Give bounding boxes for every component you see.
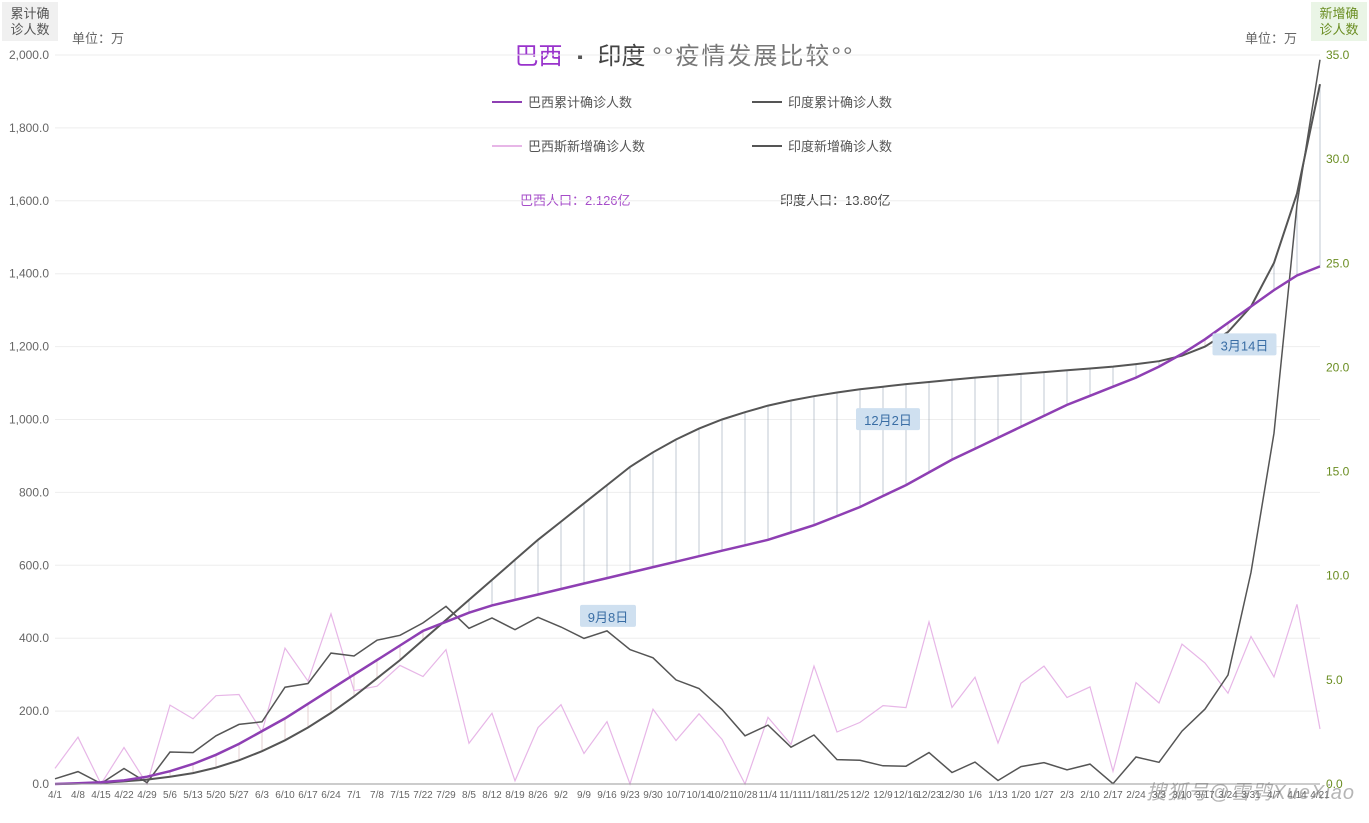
svg-text:1/20: 1/20 (1011, 790, 1031, 801)
svg-text:10/14: 10/14 (686, 790, 711, 801)
svg-text:5/20: 5/20 (206, 790, 226, 801)
svg-text:7/22: 7/22 (413, 790, 433, 801)
svg-text:4/15: 4/15 (91, 790, 111, 801)
svg-text:8/5: 8/5 (462, 790, 476, 801)
svg-text:4/21: 4/21 (1310, 790, 1330, 801)
svg-text:3/31: 3/31 (1241, 790, 1261, 801)
svg-text:3/3: 3/3 (1152, 790, 1166, 801)
svg-text:3/17: 3/17 (1195, 790, 1215, 801)
svg-text:2,000.0: 2,000.0 (9, 48, 49, 62)
svg-text:8/19: 8/19 (505, 790, 525, 801)
svg-text:400.0: 400.0 (19, 631, 49, 645)
svg-text:4/22: 4/22 (114, 790, 134, 801)
svg-text:4/29: 4/29 (137, 790, 157, 801)
svg-text:6/3: 6/3 (255, 790, 269, 801)
svg-text:4/7: 4/7 (1267, 790, 1281, 801)
svg-text:12/30: 12/30 (939, 790, 964, 801)
svg-text:4/1: 4/1 (48, 790, 62, 801)
svg-text:9/23: 9/23 (620, 790, 640, 801)
svg-text:5/6: 5/6 (163, 790, 177, 801)
svg-text:35.0: 35.0 (1326, 48, 1350, 62)
svg-text:30.0: 30.0 (1326, 152, 1350, 166)
svg-text:10/7: 10/7 (666, 790, 686, 801)
svg-text:0.0: 0.0 (1326, 777, 1343, 791)
svg-text:3/24: 3/24 (1218, 790, 1238, 801)
svg-text:4/8: 4/8 (71, 790, 85, 801)
svg-text:200.0: 200.0 (19, 704, 49, 718)
svg-text:2/10: 2/10 (1080, 790, 1100, 801)
svg-text:9/2: 9/2 (554, 790, 568, 801)
svg-text:5/27: 5/27 (229, 790, 249, 801)
svg-text:12/23: 12/23 (916, 790, 941, 801)
svg-text:10.0: 10.0 (1326, 569, 1350, 583)
svg-text:9月8日: 9月8日 (588, 610, 628, 625)
chart-container: 累计确诊人数 新增确诊人数 单位：万 单位：万 巴西 ▪ 印度 °°疫情发展比较… (0, 0, 1369, 823)
svg-text:3月14日: 3月14日 (1221, 338, 1269, 353)
svg-text:10/21: 10/21 (709, 790, 734, 801)
svg-text:6/17: 6/17 (298, 790, 318, 801)
svg-text:11/18: 11/18 (802, 790, 827, 801)
svg-text:1,600.0: 1,600.0 (9, 194, 49, 208)
svg-text:1,000.0: 1,000.0 (9, 413, 49, 427)
svg-text:5.0: 5.0 (1326, 673, 1343, 687)
svg-text:11/4: 11/4 (759, 790, 778, 801)
svg-text:0.0: 0.0 (32, 777, 49, 791)
svg-text:12/9: 12/9 (873, 790, 893, 801)
svg-text:9/30: 9/30 (643, 790, 663, 801)
svg-text:2/3: 2/3 (1060, 790, 1074, 801)
svg-text:5/13: 5/13 (183, 790, 203, 801)
svg-text:7/1: 7/1 (347, 790, 361, 801)
svg-text:6/24: 6/24 (321, 790, 341, 801)
svg-text:20.0: 20.0 (1326, 360, 1350, 374)
svg-text:7/8: 7/8 (370, 790, 384, 801)
chart-svg: 0.0 200.0 400.0 600.0 800.0 1,000.0 1,200.0 1,4… (0, 0, 1369, 823)
svg-text:12/2: 12/2 (850, 790, 870, 801)
svg-text:3/10: 3/10 (1172, 790, 1192, 801)
svg-text:7/29: 7/29 (436, 790, 456, 801)
svg-text:25.0: 25.0 (1326, 256, 1350, 270)
svg-text:9/16: 9/16 (597, 790, 617, 801)
svg-text:8/12: 8/12 (482, 790, 502, 801)
svg-text:1/13: 1/13 (988, 790, 1008, 801)
svg-text:1/6: 1/6 (968, 790, 982, 801)
svg-text:600.0: 600.0 (19, 558, 49, 572)
svg-text:12/16: 12/16 (893, 790, 918, 801)
svg-text:10/28: 10/28 (732, 790, 757, 801)
svg-text:1,800.0: 1,800.0 (9, 121, 49, 135)
svg-text:1,200.0: 1,200.0 (9, 340, 49, 354)
svg-text:1/27: 1/27 (1034, 790, 1054, 801)
svg-text:8/26: 8/26 (528, 790, 548, 801)
svg-text:1,400.0: 1,400.0 (9, 267, 49, 281)
svg-text:11/25: 11/25 (825, 790, 850, 801)
svg-text:2/17: 2/17 (1103, 790, 1123, 801)
svg-text:800.0: 800.0 (19, 485, 49, 499)
svg-text:11/11: 11/11 (779, 790, 803, 801)
svg-text:2/24: 2/24 (1126, 790, 1146, 801)
svg-text:6/10: 6/10 (275, 790, 295, 801)
svg-text:12月2日: 12月2日 (864, 413, 912, 428)
svg-text:7/15: 7/15 (390, 790, 410, 801)
svg-text:9/9: 9/9 (577, 790, 591, 801)
svg-text:4/14: 4/14 (1287, 790, 1307, 801)
svg-text:15.0: 15.0 (1326, 465, 1350, 479)
